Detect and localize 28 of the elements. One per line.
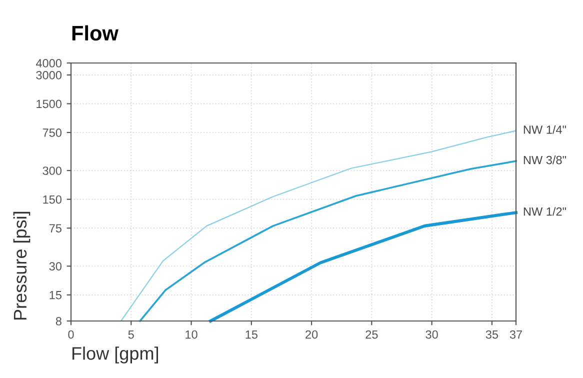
x-tick-label: 5 <box>128 330 134 339</box>
line-series <box>120 130 517 322</box>
y-tick-label: 300 <box>42 166 62 175</box>
x-tick-label: 15 <box>246 330 258 339</box>
x-tick-label: 35 <box>486 330 498 339</box>
chart-title: Flow <box>72 25 118 41</box>
x-tick-label: 37 <box>510 330 522 339</box>
y-tick-label: 150 <box>43 195 62 204</box>
y-tick-label: 15 <box>50 291 62 300</box>
x-tick-label: 30 <box>426 330 438 339</box>
y-tick-label: 4000 <box>36 59 62 68</box>
x-tick-label: 10 <box>186 330 198 339</box>
y-tick-label: 8 <box>56 317 62 326</box>
x-tick-label: 25 <box>366 330 378 339</box>
line-series <box>208 211 518 323</box>
x-tick-label: 0 <box>68 330 74 339</box>
y-tick-label: 750 <box>42 128 62 137</box>
series-label: NW 3/8" <box>524 156 566 164</box>
y-tick-label: 75 <box>49 224 62 232</box>
series-label: NW 1/2" <box>524 207 566 216</box>
x-tick-label: 20 <box>306 330 318 339</box>
x-axis-title: Flow [gpm] <box>72 346 158 364</box>
line-series <box>139 160 517 322</box>
series-label: NW 1/4" <box>524 125 566 134</box>
y-tick-label: 3000 <box>36 70 62 80</box>
y-tick-label: 30 <box>49 262 62 271</box>
y-tick-label: 1500 <box>36 100 62 108</box>
y-axis-title: Pressure [psi] <box>13 212 30 320</box>
